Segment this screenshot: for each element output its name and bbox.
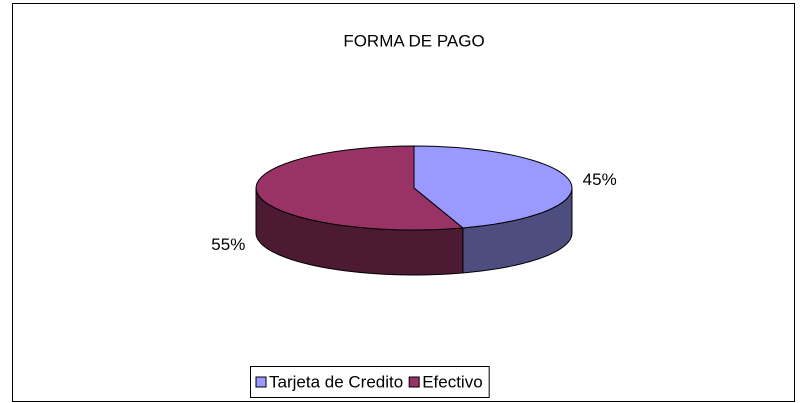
data-label: 45% bbox=[583, 170, 617, 189]
data-label: 55% bbox=[211, 235, 245, 254]
chart-title: FORMA DE PAGO bbox=[343, 31, 484, 50]
legend-swatch bbox=[255, 376, 267, 388]
pie-slice bbox=[413, 145, 573, 229]
legend-swatch bbox=[408, 376, 420, 388]
pie-slice bbox=[255, 145, 465, 231]
legend-label: Tarjeta de Credito bbox=[269, 372, 403, 391]
legend-label: Efectivo bbox=[422, 372, 482, 391]
legend-box bbox=[250, 366, 490, 398]
